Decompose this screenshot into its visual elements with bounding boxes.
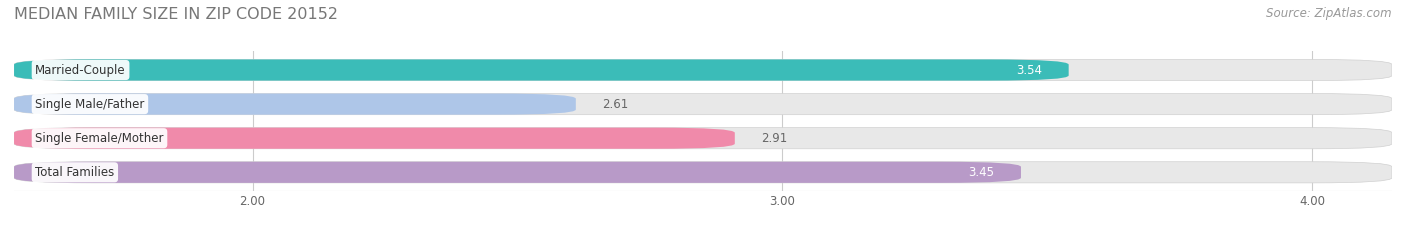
Text: 2.91: 2.91 — [761, 132, 787, 145]
FancyBboxPatch shape — [14, 59, 1392, 81]
Text: 3.45: 3.45 — [969, 166, 994, 179]
FancyBboxPatch shape — [14, 93, 576, 115]
Text: Married-Couple: Married-Couple — [35, 64, 127, 76]
Text: Total Families: Total Families — [35, 166, 114, 179]
FancyBboxPatch shape — [14, 128, 1392, 149]
Text: Single Male/Father: Single Male/Father — [35, 98, 145, 111]
Text: Single Female/Mother: Single Female/Mother — [35, 132, 163, 145]
Text: 2.61: 2.61 — [602, 98, 628, 111]
FancyBboxPatch shape — [14, 93, 1392, 115]
Text: MEDIAN FAMILY SIZE IN ZIP CODE 20152: MEDIAN FAMILY SIZE IN ZIP CODE 20152 — [14, 7, 337, 22]
FancyBboxPatch shape — [14, 59, 1069, 81]
FancyBboxPatch shape — [14, 162, 1021, 183]
FancyBboxPatch shape — [14, 128, 735, 149]
FancyBboxPatch shape — [14, 162, 1392, 183]
Text: 3.54: 3.54 — [1017, 64, 1042, 76]
Text: Source: ZipAtlas.com: Source: ZipAtlas.com — [1267, 7, 1392, 20]
